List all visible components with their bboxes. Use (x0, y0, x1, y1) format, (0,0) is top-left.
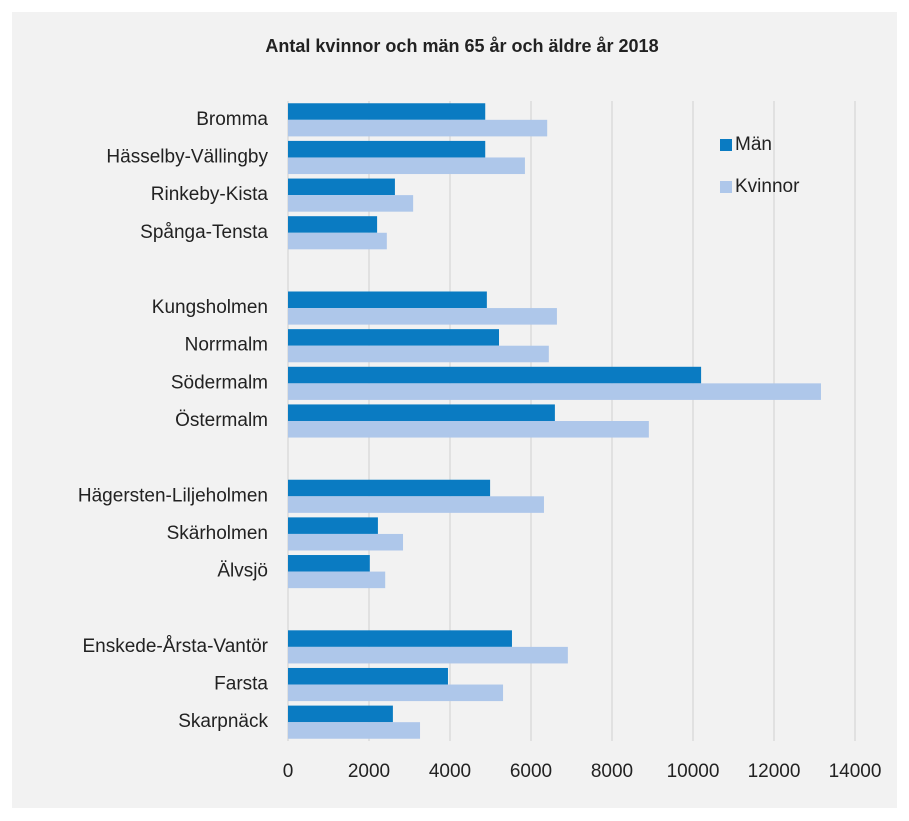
bar (288, 140, 486, 158)
bar (288, 630, 512, 647)
bar (288, 216, 378, 233)
y-tick-label: Spånga-Tensta (140, 222, 268, 243)
bar (288, 232, 387, 250)
y-tick-label: Skarpnäck (178, 711, 268, 732)
legend-label: Kvinnor (735, 176, 800, 197)
legend-swatch (720, 139, 732, 151)
bar (288, 178, 395, 196)
bar (288, 195, 414, 212)
x-tick-label: 6000 (510, 761, 552, 782)
bar (288, 103, 486, 120)
bar (288, 646, 568, 664)
chart-title: Antal kvinnor och män 65 år och äldre år… (265, 36, 658, 56)
y-tick-label: Skärholmen (167, 523, 268, 544)
x-tick-label: 0 (283, 761, 294, 782)
bar (288, 366, 702, 384)
x-tick-label: 14000 (829, 761, 882, 782)
y-tick-label: Hässelby-Vällingby (106, 146, 268, 167)
bar (288, 345, 549, 363)
legend-label: Män (735, 134, 772, 155)
bar (288, 684, 504, 702)
y-tick-label: Kungsholmen (152, 297, 268, 318)
y-tick-label: Östermalm (175, 410, 268, 431)
x-tick-label: 12000 (748, 761, 801, 782)
y-tick-label: Enskede-Årsta-Vantör (82, 636, 268, 657)
bar (288, 479, 491, 497)
y-tick-label: Rinkeby-Kista (151, 184, 269, 205)
bar (288, 571, 386, 589)
bar (288, 119, 548, 137)
y-tick-label: Farsta (214, 674, 268, 695)
y-tick-label: Södermalm (171, 372, 268, 393)
bar (288, 308, 557, 325)
bar (288, 291, 487, 309)
bar (288, 329, 500, 346)
bar (288, 404, 555, 421)
bar (288, 555, 370, 572)
y-tick-label: Bromma (196, 109, 268, 130)
y-tick-label: Norrmalm (185, 335, 268, 356)
y-tick-label: Älvsjö (217, 561, 268, 582)
x-tick-label: 2000 (348, 761, 390, 782)
x-tick-label: 8000 (591, 761, 633, 782)
x-tick-label: 4000 (429, 761, 471, 782)
bar (288, 157, 525, 175)
bar (288, 421, 649, 438)
bar (288, 667, 448, 685)
bar (288, 533, 404, 551)
y-tick-label: Hägersten-Liljeholmen (78, 485, 268, 506)
bar (288, 383, 821, 400)
bar (288, 722, 421, 739)
bar (288, 705, 393, 723)
bar (288, 517, 378, 534)
x-tick-label: 10000 (667, 761, 720, 782)
legend-swatch (720, 181, 732, 193)
bar (288, 496, 544, 513)
